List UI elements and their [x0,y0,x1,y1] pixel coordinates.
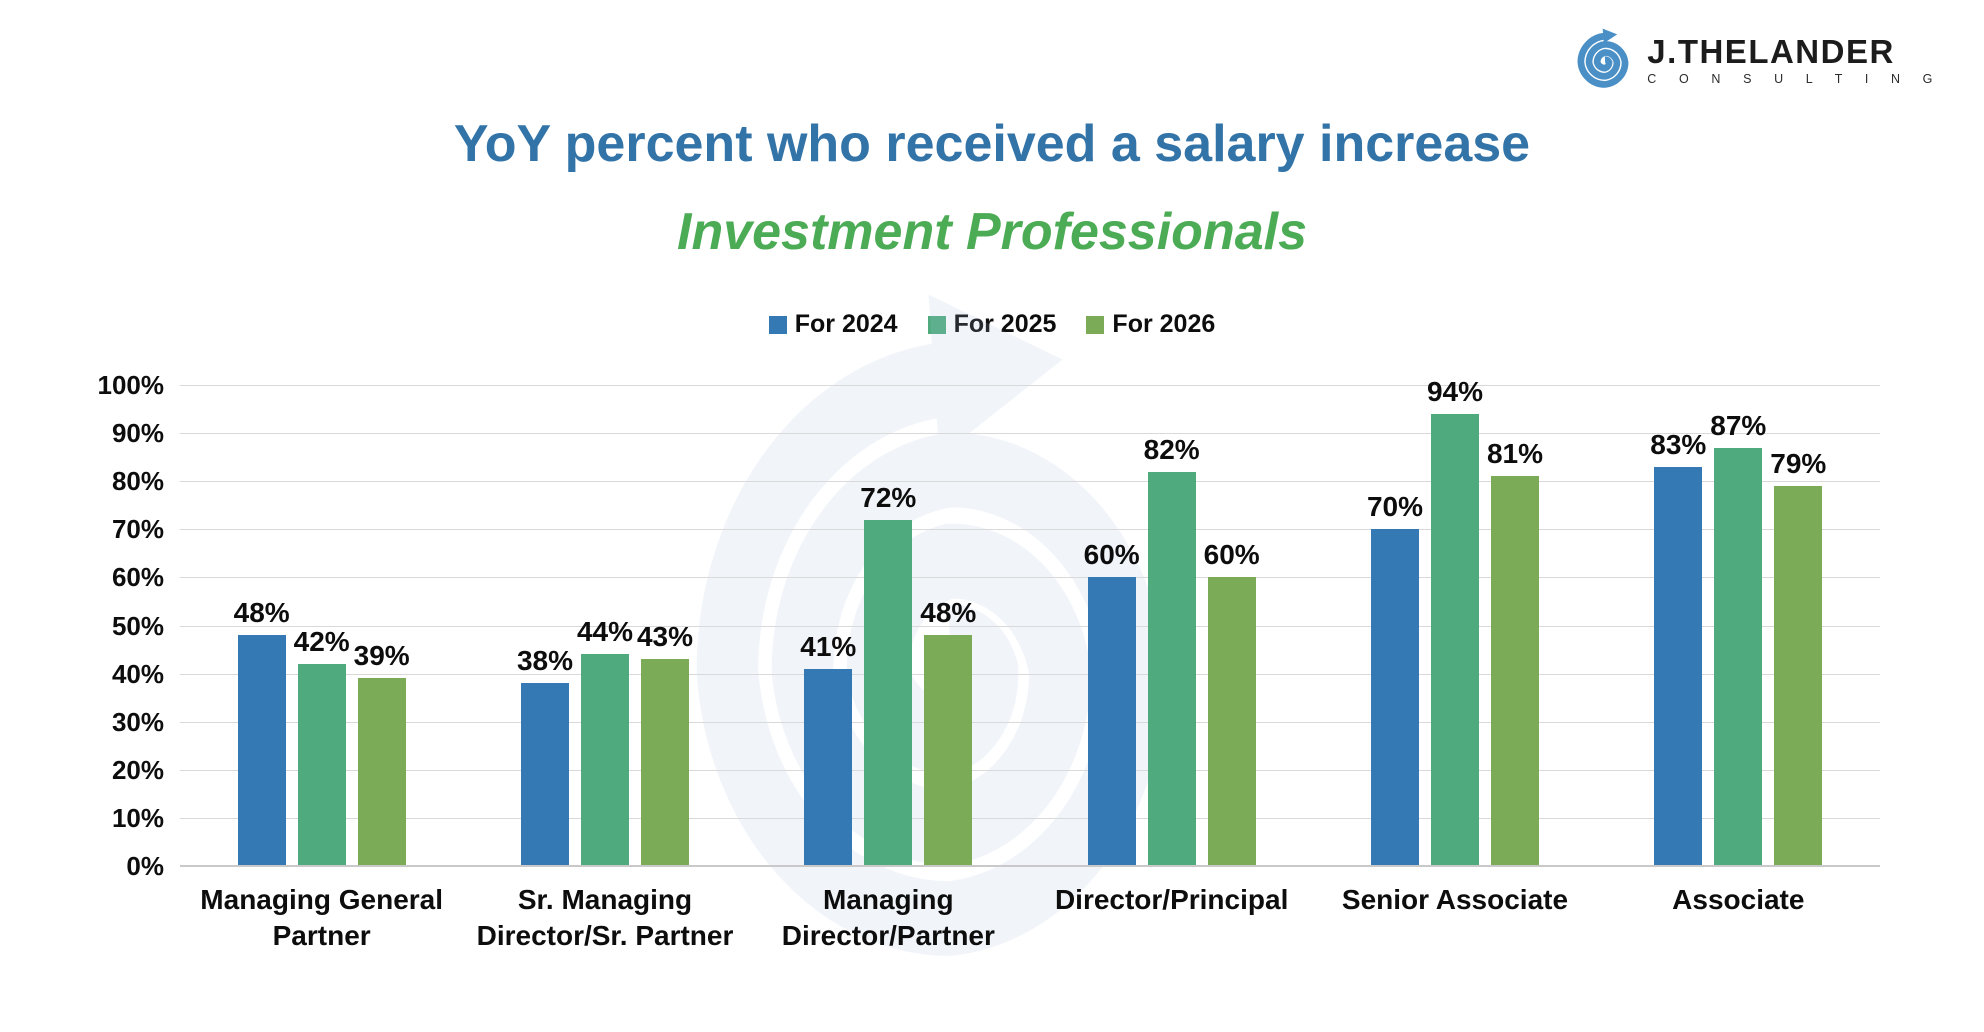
y-tick-label-100%: 100% [97,370,165,400]
y-tick-label-20%: 20% [111,754,164,785]
category-label-4: Director/Principal [1030,882,1313,955]
bar-for-2025-cat3: 72% [860,482,916,866]
bar-for-2025-cat4: 82% [1144,434,1200,866]
category-labels: Managing General Partner Sr. Managing Dir… [180,882,1880,955]
bar-group-5: 70% 94% 81% [1313,376,1596,866]
bar-group-4: 60% 82% 60% [1030,385,1313,866]
logo-company-name: J.THELANDER [1647,32,1895,70]
gridline-90% [180,433,1880,435]
logo-consulting-label: C O N S U L T I N G [1647,71,1942,86]
data-label: 41% [800,630,857,662]
gridline-10% [180,817,1880,819]
legend-item-for-2025: For 2025 [927,310,1057,339]
data-label: 81% [1486,438,1543,470]
category-label-text: Associate [1672,884,1805,915]
data-label: 87% [1710,409,1767,441]
data-label: 48% [233,597,290,629]
y-tick-label-60%: 60% [111,562,164,593]
y-tick-label-50%: 50% [111,610,164,641]
legend-label: For 2024 [794,310,898,338]
company-logo: J.THELANDER C O N S U L T I N G [1573,28,1942,92]
category-label-text: Director/Principal [1054,884,1289,915]
category-label-2: Sr. Managing Director/Sr. Partner [463,882,746,955]
legend-swatch [1086,315,1105,334]
spiral-arrow-icon [1577,28,1629,88]
gridline-50% [180,625,1880,627]
plot-area: 48% 42% 39% 38% 44% 43% 41% 72% 48% 60% 82% 60% 70% 9… [180,376,1880,867]
category-label-6: Associate [1597,882,1880,955]
bar-for-2026-cat6: 79% [1770,448,1826,866]
bar-group-2: 38% 44% 43% [463,385,746,866]
y-tick-label-40%: 40% [111,658,164,689]
data-label: 42% [293,625,350,657]
category-label-text: Managing Director/Partner [781,884,995,952]
chart-subtitle: Investment Professionals [677,203,1307,261]
category-label-text: Senior Associate [1341,884,1569,915]
chart-legend: For 2024 For 2025 For 2026 [0,310,1984,339]
data-label: 82% [1143,433,1200,465]
data-label: 43% [636,621,694,653]
data-label: 60% [1083,539,1140,571]
y-tick-label-70%: 70% [111,514,164,545]
logo-text: J.THELANDER C O N S U L T I N G [1647,35,1942,86]
category-label-1: Managing General Partner [180,882,463,955]
bar-for-2024-cat3: 41% [800,631,856,866]
data-label: 44% [576,616,634,648]
gridline-100% [180,385,1880,386]
category-label-text: Sr. Managing Director/Sr. Partner [476,884,734,952]
legend-item-for-2024: For 2024 [768,310,898,339]
bar-for-2026-cat3: 48% [920,597,976,866]
bar-for-2024-cat1: 48% [234,597,290,866]
legend-label: For 2026 [1112,310,1216,338]
bar-for-2025-cat6: 87% [1710,410,1766,866]
bar-for-2025-cat1: 42% [294,626,350,866]
gridline-80% [180,481,1880,483]
bar-group-1: 48% 42% 39% [180,385,463,866]
bar-groups: 48% 42% 39% 38% 44% 43% 41% 72% 48% 60% 82% 60% 70% 9… [180,376,1880,866]
bar-for-2025-cat2: 44% [577,616,633,866]
gridline-40% [180,673,1880,675]
y-tick-label-80%: 80% [111,466,164,497]
bar-for-2026-cat1: 39% [354,640,410,866]
data-label: 79% [1770,448,1827,480]
bar-for-2026-cat5: 81% [1487,438,1543,866]
category-label-5: Senior Associate [1313,882,1596,955]
y-tick-label-30%: 30% [111,706,164,737]
gridline-60% [180,577,1880,579]
bar-for-2024-cat5: 70% [1367,491,1423,866]
bar-for-2026-cat4: 60% [1204,539,1260,866]
category-label-text: Managing General Partner [200,884,444,952]
bar-for-2026-cat2: 43% [637,621,693,866]
legend-swatch [927,315,946,334]
gridline-30% [180,721,1880,723]
legend-label: For 2025 [953,310,1057,338]
data-label: 72% [860,481,917,513]
chart-title: YoY percent who received a salary increa… [453,115,1531,173]
bar-group-6: 83% 87% 79% [1597,385,1880,866]
x-axis-line [180,865,1880,867]
data-label: 39% [353,640,410,672]
data-label: 60% [1203,539,1260,571]
data-label: 38% [516,645,574,677]
legend-item-for-2026: For 2026 [1086,310,1215,339]
data-label: 48% [920,597,977,629]
y-tick-label-10%: 10% [111,802,164,833]
bar-for-2024-cat2: 38% [517,645,573,866]
bar-for-2024-cat4: 60% [1084,539,1140,866]
data-label: 83% [1650,428,1707,460]
category-label-3: Managing Director/Partner [747,882,1030,955]
bar-for-2025-cat5: 94% [1427,376,1483,866]
gridline-70% [180,529,1880,531]
bar-for-2024-cat6: 83% [1650,429,1706,866]
data-label: 94% [1426,375,1483,407]
bar-group-3: 41% 72% 48% [747,385,1030,866]
data-label: 70% [1366,491,1423,523]
y-tick-label-0%: 0% [126,851,164,881]
y-tick-label-90%: 90% [111,418,164,449]
legend-swatch [768,315,787,334]
gridline-20% [180,769,1880,771]
